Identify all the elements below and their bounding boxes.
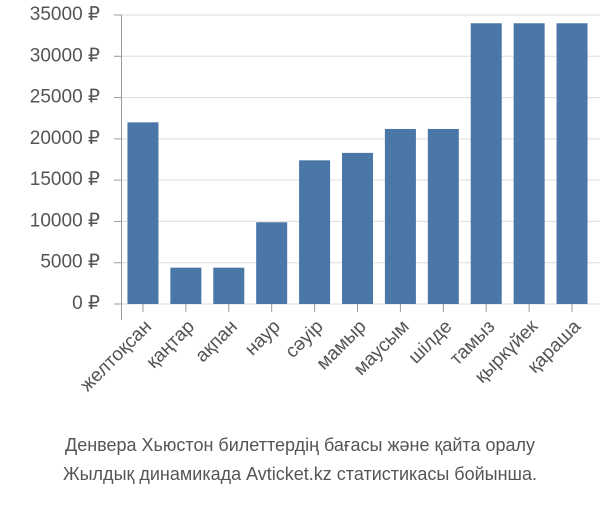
x-tick-label: қаңтар xyxy=(142,316,199,373)
bar xyxy=(470,23,502,305)
bar xyxy=(342,152,373,304)
bar xyxy=(299,160,331,304)
caption-line: Жылдық динамикада Avticket.kz статистика… xyxy=(63,464,537,484)
bar xyxy=(384,128,416,304)
x-tick-label: наур xyxy=(241,316,285,360)
caption-line: Денвера Хьюстон билеттердің бағасы және … xyxy=(65,435,535,455)
y-tick-label: 20000 ₽ xyxy=(30,128,100,149)
bar xyxy=(427,128,459,304)
x-tick-label: ақпан xyxy=(191,316,241,366)
bar xyxy=(256,222,288,304)
y-tick-label: 10000 ₽ xyxy=(30,210,100,231)
y-tick-label: 5000 ₽ xyxy=(40,252,100,273)
y-tick-label: 0 ₽ xyxy=(72,293,100,314)
y-tick-label: 35000 ₽ xyxy=(30,4,100,25)
bar xyxy=(170,267,202,304)
y-tick-label: 30000 ₽ xyxy=(30,45,100,66)
y-tick-label: 25000 ₽ xyxy=(30,87,100,108)
y-tick-label: 15000 ₽ xyxy=(30,169,100,190)
bar xyxy=(513,23,545,305)
bar xyxy=(127,122,159,304)
x-tick-label: шілде xyxy=(405,316,457,368)
bar xyxy=(213,267,245,304)
bar xyxy=(556,23,588,305)
